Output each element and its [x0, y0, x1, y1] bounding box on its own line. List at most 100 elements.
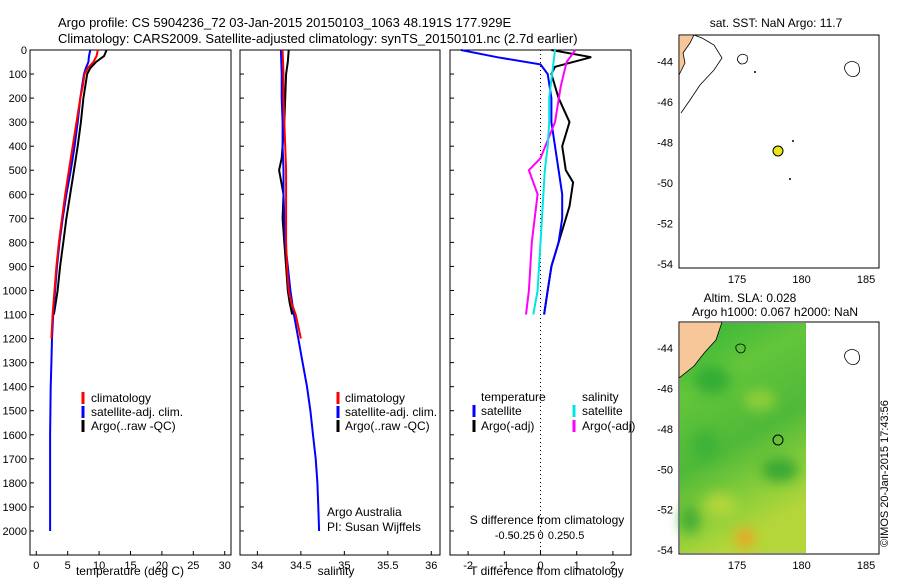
x-tick-label: 35.5 — [377, 560, 398, 572]
y-tick-label: 400 — [9, 141, 27, 153]
map-x-tick-label: 180 — [792, 560, 810, 572]
legend-climatology-label: climatology — [91, 391, 151, 405]
difference-xlabel: T difference from climatology — [470, 564, 624, 578]
legend-argo-label: Argo(..raw -QC) — [91, 419, 176, 433]
sla-map-land — [678, 321, 723, 379]
y-tick-label: 900 — [9, 261, 27, 273]
x-tick-label: 1 — [574, 560, 580, 572]
difference-legend: temperature salinity satellite Argo(-adj… — [472, 390, 635, 433]
map-y-tick-label: -50 — [657, 464, 673, 476]
difference-s-argo-line — [525, 49, 577, 315]
legend-t-satellite-label: satellite — [481, 404, 522, 418]
y-tick-label: 1900 — [3, 502, 27, 514]
map-x-tick-label: 175 — [728, 274, 746, 286]
x-tick-label: 36 — [425, 560, 437, 572]
x-tick-label: 34.5 — [290, 560, 311, 572]
salinity-climatology-line — [281, 49, 302, 339]
sla-anomaly-blob — [735, 528, 755, 548]
map-x-tick-label: 185 — [857, 274, 875, 286]
map-y-tick-label: -48 — [657, 424, 673, 436]
x-tick-label: 0 — [537, 560, 543, 572]
sla-anomaly-blob — [694, 366, 730, 394]
sst-map-islet — [754, 71, 756, 73]
y-tick-label: 800 — [9, 237, 27, 249]
x-tick-label: 30 — [219, 560, 231, 572]
header-line1: Argo profile: CS 5904236_72 03-Jan-2015 … — [58, 15, 512, 30]
map-y-tick-label: -52 — [657, 218, 673, 230]
map-y-tick-label: -46 — [657, 384, 673, 396]
sla-anomaly-blob — [744, 390, 776, 410]
x-tick-label: 5 — [65, 560, 71, 572]
sla-map-texture — [680, 366, 798, 548]
x-tick-label: 25 — [187, 560, 199, 572]
y-tick-label: 500 — [9, 165, 27, 177]
map-y-tick-label: -52 — [657, 505, 673, 517]
credit-line1: Argo Australia — [327, 505, 402, 519]
temperature-climatology-line — [50, 49, 99, 339]
x-tick-label: 15 — [124, 560, 136, 572]
x-tick-label: 35 — [338, 560, 350, 572]
sla-map-title2: Argo h1000: 0.067 h2000: NaN — [692, 305, 858, 319]
y-tick-label: 2000 — [3, 526, 27, 538]
legend-argo-label: Argo(..raw -QC) — [345, 419, 430, 433]
sst-map-island — [844, 61, 860, 77]
sla-anomaly-blob — [680, 506, 700, 534]
sst-map-title: sat. SST: NaN Argo: 11.7 — [710, 16, 843, 30]
map-y-tick-label: -50 — [657, 178, 673, 190]
x2-tick-label: 0.5 — [569, 530, 584, 542]
x-tick-label: 0 — [33, 560, 39, 572]
sst-map — [678, 34, 880, 269]
y-tick-label: 1700 — [3, 454, 27, 466]
sla-anomaly-blob — [704, 493, 736, 517]
x-tick-label: -2 — [463, 560, 473, 572]
y-tick-label: 1300 — [3, 358, 27, 370]
difference-top-label: S difference from climatology — [470, 513, 625, 527]
temperature-xlabel: temperature (deg C) — [76, 564, 184, 578]
sla-anomaly-blob — [762, 458, 798, 482]
y-tick-label: 600 — [9, 189, 27, 201]
temperature-argo-line — [52, 49, 108, 315]
y-tick-label: 200 — [9, 93, 27, 105]
x2-tick-label: 0.25 — [548, 530, 569, 542]
salinity-satellite-line — [279, 49, 321, 532]
sst-map-islet — [792, 140, 794, 142]
map-y-tick-label: -44 — [657, 343, 673, 355]
y-tick-label: 700 — [9, 213, 27, 225]
y-tick-label: 1100 — [3, 310, 27, 322]
sst-map-coast-contour — [680, 34, 723, 114]
imos-watermark: ©IMOS 20-Jan-2015 17:43:56 — [879, 400, 891, 547]
legend-satellite-label: satellite-adj. clim. — [345, 405, 437, 419]
y-tick-label: 1200 — [3, 334, 27, 346]
x2-tick-label: 0 — [537, 530, 543, 542]
y-tick-label: 1800 — [3, 478, 27, 490]
map-x-tick-label: 180 — [792, 274, 810, 286]
x2-tick-label: -0.25 — [510, 530, 535, 542]
legend-satellite-label: satellite-adj. clim. — [91, 405, 183, 419]
x2-tick-label: -0.5 — [495, 530, 514, 542]
x-tick-label: 10 — [93, 560, 105, 572]
sst-map-island — [737, 53, 748, 65]
legend-climatology-label: climatology — [345, 391, 405, 405]
sla-map — [678, 321, 880, 555]
sst-map-argo-marker — [772, 145, 784, 157]
map-y-tick-label: -44 — [657, 56, 673, 68]
x-tick-label: -1 — [499, 560, 509, 572]
legend-s-satellite-label: satellite — [582, 404, 623, 418]
y-tick-label: 300 — [9, 117, 27, 129]
map-x-tick-label: 185 — [857, 560, 875, 572]
temperature-plot-frame — [29, 49, 232, 556]
y-tick-label: 100 — [9, 69, 27, 81]
difference-t-satellite-line — [460, 49, 564, 315]
x-tick-label: 20 — [156, 560, 168, 572]
header-line2: Climatology: CARS2009. Satellite-adjuste… — [58, 31, 578, 46]
sla-map-title1: Altim. SLA: 0.028 — [704, 291, 797, 305]
y-tick-label: 1600 — [3, 430, 27, 442]
map-y-tick-label: -46 — [657, 97, 673, 109]
sst-map-islet — [789, 178, 791, 180]
salinity-legend: climatology satellite-adj. clim. Argo(..… — [336, 391, 437, 433]
map-x-tick-label: 175 — [728, 560, 746, 572]
map-y-tick-label: -54 — [657, 259, 673, 271]
salinity-plot-frame — [239, 49, 441, 556]
legend-t-argo-label: Argo(-adj) — [481, 419, 534, 433]
